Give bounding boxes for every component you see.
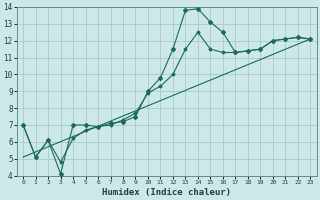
X-axis label: Humidex (Indice chaleur): Humidex (Indice chaleur) — [102, 188, 231, 197]
